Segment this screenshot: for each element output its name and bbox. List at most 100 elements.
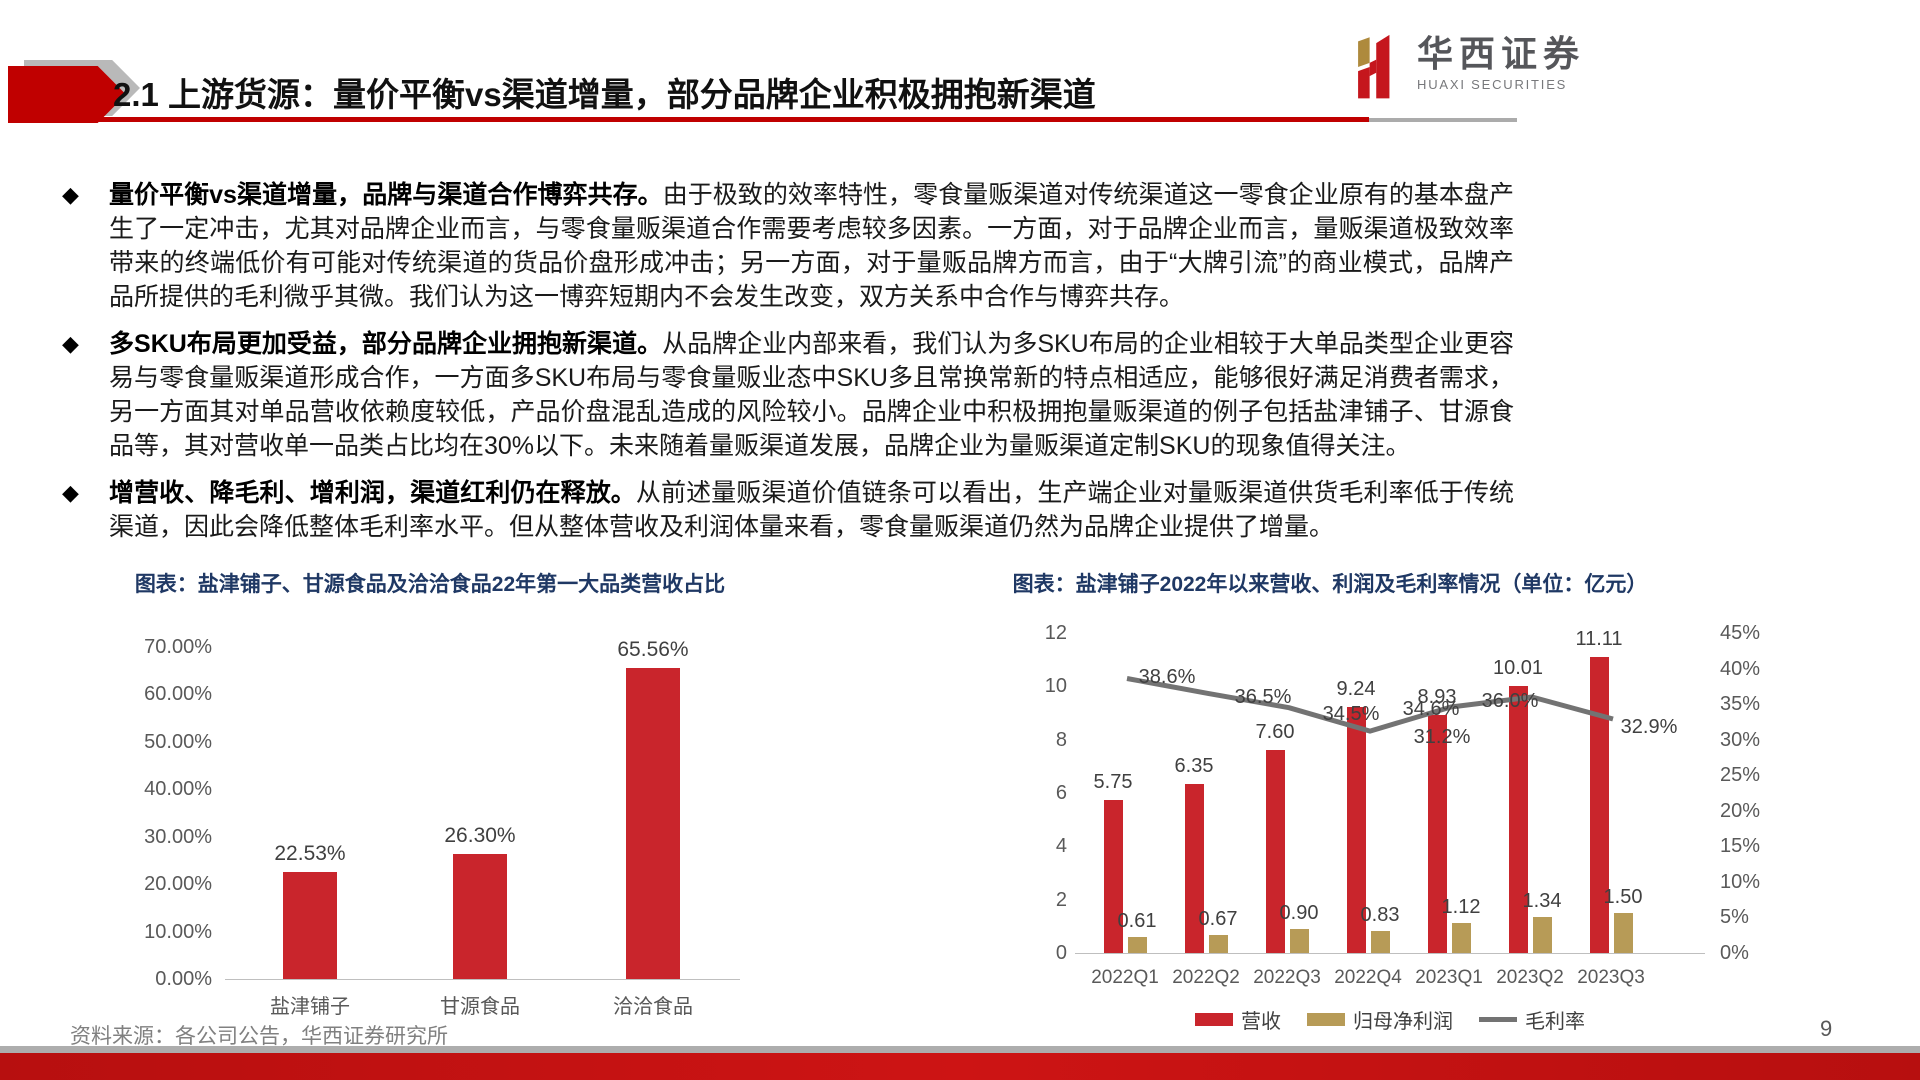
logo-text-block: 华西证券 HUAXI SECURITIES bbox=[1417, 34, 1585, 92]
left-axis-tick: 2 bbox=[1055, 888, 1067, 911]
left-axis-tick: 12 bbox=[1044, 622, 1067, 644]
legend-label: 营收 bbox=[1241, 1011, 1281, 1033]
page-number: 9 bbox=[1820, 1016, 1833, 1041]
x-axis-line bbox=[225, 979, 740, 980]
bullet-text: 量价平衡vs渠道增量，品牌与渠道合作博弈共存。由于极致的效率特性，零食量贩渠道对… bbox=[109, 181, 1514, 311]
y-axis-tick: 60.00% bbox=[144, 683, 212, 706]
revenue-value-label: 10.01 bbox=[1492, 657, 1544, 679]
title-underline-red bbox=[95, 117, 1369, 122]
profit-value-label: 0.90 bbox=[1279, 902, 1319, 924]
right-axis-tick: 45% bbox=[1720, 622, 1761, 644]
profit-bar bbox=[1290, 929, 1309, 953]
margin-value-label: 31.2% bbox=[1413, 726, 1471, 749]
revenue-bar bbox=[1428, 715, 1447, 953]
legend-item: 归母净利润 bbox=[1307, 1005, 1453, 1034]
right-axis-tick: 25% bbox=[1720, 764, 1761, 787]
footer-red-band bbox=[0, 1053, 1920, 1080]
revenue-value-label: 5.75 bbox=[1093, 771, 1133, 793]
right-axis-tick: 10% bbox=[1720, 870, 1761, 893]
chart-category-revenue-share: 图表：盐津铺子、甘源食品及洽洽食品22年第一大品类营收占比 70.00% 60.0… bbox=[120, 560, 740, 1035]
profit-value-label: 1.12 bbox=[1441, 896, 1481, 918]
x-axis-category: 2022Q4 bbox=[1334, 967, 1402, 988]
margin-value-label: 34.6% bbox=[1402, 698, 1460, 720]
y-axis-tick: 70.00% bbox=[144, 636, 212, 658]
page-title: 2.1 上游货源：量价平衡vs渠道增量，部分品牌企业积极拥抱新渠道 bbox=[113, 76, 1096, 113]
bar-value-label: 26.30% bbox=[444, 824, 516, 847]
bullet-diamond-icon: ◆ bbox=[62, 480, 79, 505]
left-axis-tick: 8 bbox=[1055, 728, 1067, 751]
right-axis-tick: 30% bbox=[1720, 728, 1761, 751]
revenue-bar bbox=[1185, 784, 1204, 953]
title-underline-gray bbox=[1369, 118, 1517, 122]
revenue-bar bbox=[1104, 800, 1123, 953]
right-axis-tick: 40% bbox=[1720, 657, 1761, 680]
bar-value-label: 22.53% bbox=[274, 842, 346, 865]
bullet-item: ◆ 量价平衡vs渠道增量，品牌与渠道合作博弈共存。由于极致的效率特性，零食量贩渠… bbox=[58, 178, 1514, 314]
x-axis-category: 2022Q3 bbox=[1253, 967, 1321, 988]
revenue-value-label: 6.35 bbox=[1174, 755, 1214, 777]
profit-value-label: 1.50 bbox=[1603, 886, 1643, 908]
x-axis-category: 2023Q1 bbox=[1415, 967, 1483, 988]
revenue-value-label: 11.11 bbox=[1575, 628, 1623, 650]
right-axis-tick: 20% bbox=[1720, 799, 1761, 822]
right-axis-tick: 0% bbox=[1720, 942, 1749, 964]
x-axis-category: 2023Q2 bbox=[1496, 967, 1564, 988]
right-axis-tick: 35% bbox=[1720, 693, 1761, 716]
left-axis-tick: 6 bbox=[1055, 782, 1067, 804]
chart-yanjin-revenue-profit-margin: 图表：盐津铺子2022年以来营收、利润及毛利率情况（单位：亿元） 12 10 8 6 4… bbox=[865, 560, 1765, 1035]
bar-value-label: 65.56% bbox=[617, 638, 689, 661]
y-axis-tick: 30.00% bbox=[144, 825, 212, 848]
logo-name-en: HUAXI SECURITIES bbox=[1417, 77, 1568, 92]
y-axis-tick: 0.00% bbox=[155, 968, 212, 990]
bullet-item: ◆ 多SKU布局更加受益，部分品牌企业拥抱新渠道。从品牌企业内部来看，我们认为多… bbox=[58, 327, 1514, 463]
profit-value-label: 1.34 bbox=[1522, 890, 1562, 912]
legend-label: 归母净利润 bbox=[1353, 1011, 1453, 1033]
chart-right-title: 图表：盐津铺子2022年以来营收、利润及毛利率情况（单位：亿元） bbox=[1012, 573, 1648, 596]
revenue-bar bbox=[1347, 707, 1366, 953]
y-axis-tick: 50.00% bbox=[144, 730, 212, 753]
left-axis-tick: 10 bbox=[1044, 675, 1067, 698]
profit-bar bbox=[1614, 913, 1633, 953]
legend-swatch bbox=[1307, 1013, 1345, 1026]
left-axis-tick: 4 bbox=[1055, 835, 1067, 858]
left-axis-tick: 0 bbox=[1055, 942, 1067, 964]
x-axis-category: 盐津铺子 bbox=[270, 996, 350, 1018]
margin-value-label: 38.6% bbox=[1138, 665, 1196, 688]
source-note: 资料来源：各公司公告，华西证券研究所 bbox=[70, 1024, 448, 1048]
bullet-item: ◆ 增营收、降毛利、增利润，渠道红利仍在释放。从前述量贩渠道价值链条可以看出，生… bbox=[58, 476, 1514, 544]
margin-value-label: 36.0% bbox=[1481, 690, 1539, 712]
x-axis-category: 2022Q1 bbox=[1091, 967, 1159, 988]
right-axis-tick: 15% bbox=[1720, 835, 1761, 858]
right-axis-tick: 5% bbox=[1720, 906, 1749, 929]
revenue-bar bbox=[1266, 750, 1285, 953]
header-chevron-icon bbox=[8, 66, 126, 123]
bullet-diamond-icon: ◆ bbox=[62, 182, 79, 207]
bar bbox=[626, 668, 680, 979]
legend-label: 毛利率 bbox=[1525, 1011, 1585, 1033]
chart-left-title: 图表：盐津铺子、甘源食品及洽洽食品22年第一大品类营收占比 bbox=[134, 573, 726, 596]
legend-item: 毛利率 bbox=[1479, 1005, 1585, 1034]
margin-value-label: 32.9% bbox=[1620, 716, 1678, 738]
legend-item: 营收 bbox=[1195, 1005, 1281, 1034]
x-axis-line bbox=[1075, 953, 1705, 954]
x-axis-category: 洽洽食品 bbox=[613, 996, 693, 1018]
logo-name-cn: 华西证券 bbox=[1417, 34, 1586, 74]
profit-value-label: 0.61 bbox=[1117, 910, 1157, 932]
bullet-list: ◆ 量价平衡vs渠道增量，品牌与渠道合作博弈共存。由于极致的效率特性，零食量贩渠… bbox=[58, 178, 1514, 557]
y-axis-tick: 40.00% bbox=[144, 778, 212, 801]
bullet-text: 增营收、降毛利、增利润，渠道红利仍在释放。从前述量贩渠道价值链条可以看出，生产端… bbox=[109, 479, 1514, 541]
margin-value-label: 34.5% bbox=[1322, 702, 1380, 725]
x-axis-category: 2023Q3 bbox=[1577, 967, 1645, 988]
bullet-text: 多SKU布局更加受益，部分品牌企业拥抱新渠道。从品牌企业内部来看，我们认为多SK… bbox=[109, 330, 1514, 460]
y-axis-tick: 20.00% bbox=[144, 873, 212, 896]
profit-bar bbox=[1209, 935, 1228, 953]
x-axis-category: 2022Q2 bbox=[1172, 967, 1240, 988]
bar bbox=[283, 872, 337, 979]
bullet-diamond-icon: ◆ bbox=[62, 331, 79, 356]
profit-bar bbox=[1533, 917, 1552, 953]
footer-separator bbox=[0, 1046, 1920, 1053]
profit-bar bbox=[1128, 937, 1147, 953]
legend-swatch bbox=[1195, 1013, 1233, 1026]
profit-bar bbox=[1371, 931, 1390, 953]
